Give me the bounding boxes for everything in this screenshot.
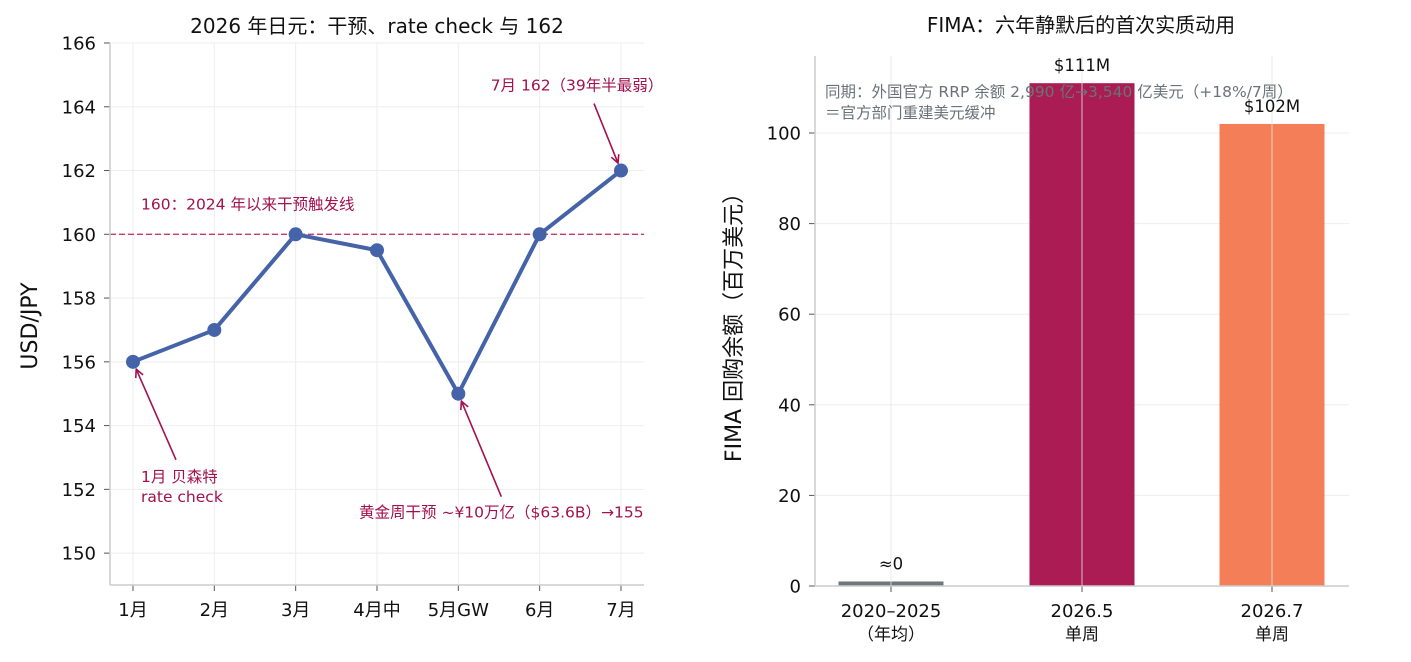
right-vertical-gridlines bbox=[890, 56, 1273, 586]
right-y-tick-label: 40 bbox=[778, 395, 801, 416]
left-axes bbox=[104, 42, 644, 591]
left-x-tick-labels: 1月 2月 3月 4月中 5月GW 6月 7月 bbox=[118, 600, 635, 621]
usdjpy-point bbox=[614, 163, 628, 178]
right-y-tick-label: 60 bbox=[778, 305, 801, 326]
line-chart-panel: 160：2024 年以来干预触发线 1501521541561581601621… bbox=[18, 14, 663, 621]
left-y-tick-label: 160 bbox=[62, 225, 96, 246]
right-y-tick-label: 0 bbox=[790, 577, 801, 598]
left-x-tick-label: 5月GW bbox=[428, 600, 489, 621]
right-x-tick-sublabel: 单周 bbox=[1255, 625, 1289, 645]
left-y-tick-label: 158 bbox=[62, 289, 96, 310]
right-x-tick-sublabel: 单周 bbox=[1065, 625, 1099, 645]
left-y-tick-label: 150 bbox=[62, 544, 96, 565]
annotation-arrow bbox=[462, 402, 503, 498]
right-x-tick-label: 2020–2025 bbox=[841, 601, 942, 622]
annotation-text: 黄金周干预 ~¥10万亿（$63.6B）→155 bbox=[359, 504, 644, 522]
usdjpy-point bbox=[370, 243, 384, 258]
left-y-tick-label: 152 bbox=[62, 480, 96, 501]
right-y-tick-labels: 0 20 40 60 80 100 bbox=[767, 124, 801, 598]
bar-chart-panel: 0 20 40 60 80 100 2020–2025 （年均） 2026.5 单周 2026.7… bbox=[722, 13, 1349, 645]
annotation-text: 7月 162（39年半最弱） bbox=[491, 77, 664, 95]
usdjpy-point bbox=[451, 386, 466, 401]
rrp-note-line: 同期：外国官方 RRP 余额 2,990 亿→3,540 亿美元（+18%/7周… bbox=[825, 82, 1293, 101]
bar-value-label: $102M bbox=[1244, 97, 1300, 116]
threshold-label: 160：2024 年以来干预触发线 bbox=[141, 195, 354, 213]
left-x-tick-label: 6月 bbox=[525, 600, 554, 621]
left-y-tick-label: 162 bbox=[62, 161, 96, 182]
right-y-tick-label: 80 bbox=[778, 214, 801, 235]
right-y-tick-label: 100 bbox=[767, 124, 801, 145]
annotation-text: 1月 贝森特 rate check bbox=[141, 468, 223, 506]
right-x-tick-labels: 2020–2025 （年均） 2026.5 单周 2026.7 单周 bbox=[841, 601, 1304, 645]
right-y-tick-label: 20 bbox=[778, 486, 801, 507]
annotation-arrow bbox=[137, 370, 177, 461]
bar-value-label: ≈0 bbox=[879, 554, 903, 573]
annotation-text-line: rate check bbox=[141, 488, 223, 506]
usdjpy-point bbox=[207, 322, 222, 337]
right-axes bbox=[809, 56, 1349, 592]
left-x-tick-label: 1月 bbox=[118, 600, 147, 621]
right-x-tick-label: 2026.5 bbox=[1051, 601, 1114, 622]
usdjpy-point bbox=[532, 227, 547, 242]
right-chart-title: FIMA：六年静默后的首次实质动用 bbox=[927, 13, 1235, 37]
left-y-tick-label: 164 bbox=[62, 97, 96, 118]
annotation-text-line: 黄金周干预 ~¥10万亿（$63.6B）→155 bbox=[359, 504, 644, 522]
bar-value-labels: ≈0 $111M $102M bbox=[879, 56, 1300, 573]
left-x-tick-label: 2月 bbox=[200, 600, 229, 621]
annotation-arrow bbox=[593, 103, 618, 163]
left-y-tick-label: 166 bbox=[62, 34, 96, 55]
left-x-tick-label: 3月 bbox=[281, 600, 310, 621]
left-y-tick-label: 156 bbox=[62, 352, 96, 373]
rrp-note-line: ＝官方部门重建美元缓冲 bbox=[825, 104, 996, 122]
left-y-axis-label: USD/JPY bbox=[18, 282, 43, 370]
usdjpy-point bbox=[126, 354, 140, 369]
annotation-text-line: 7月 162（39年半最弱） bbox=[491, 77, 664, 95]
rrp-note: 同期：外国官方 RRP 余额 2,990 亿→3,540 亿美元（+18%/7周… bbox=[825, 82, 1293, 122]
bar-value-label: $111M bbox=[1054, 56, 1110, 75]
left-y-tick-label: 154 bbox=[62, 416, 96, 437]
left-chart-title: 2026 年日元：干预、rate check 与 162 bbox=[190, 14, 564, 38]
right-y-axis-label: FIMA 回购余额（百万美元） bbox=[722, 182, 747, 462]
threshold-line-group: 160：2024 年以来干预触发线 bbox=[110, 195, 644, 235]
left-x-tick-label: 7月 bbox=[606, 600, 635, 621]
usdjpy-point bbox=[288, 227, 303, 242]
left-y-tick-labels: 150 152 154 156 158 160 162 164 166 bbox=[62, 34, 96, 565]
usdjpy-points bbox=[126, 163, 628, 401]
right-x-tick-sublabel: （年均） bbox=[857, 625, 925, 645]
left-annotations: 1月 贝森特 rate check 黄金周干预 ~¥10万亿（$63.6B）→155… bbox=[137, 77, 664, 522]
right-x-tick-label: 2026.7 bbox=[1241, 601, 1304, 622]
annotation-text-line: 1月 贝森特 bbox=[141, 468, 218, 486]
left-x-tick-label: 4月中 bbox=[353, 600, 400, 621]
